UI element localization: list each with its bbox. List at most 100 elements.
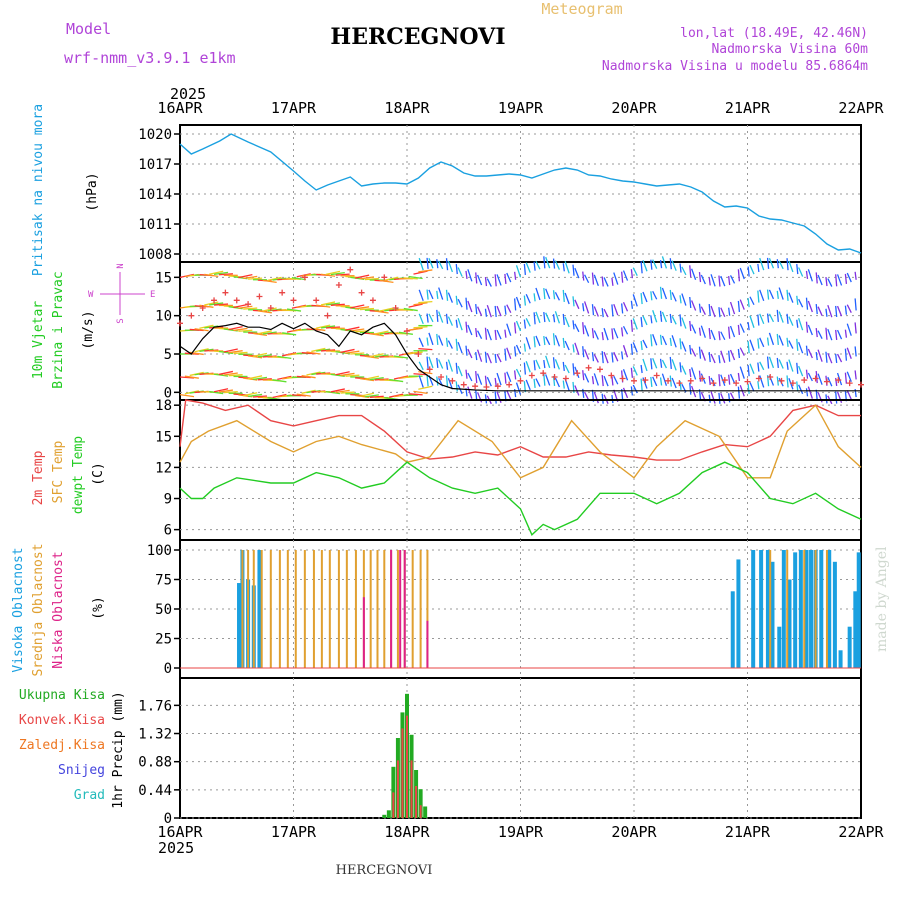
wind-arrow [184, 375, 199, 379]
wind-arrow [262, 279, 277, 284]
wind-arrow [603, 327, 609, 341]
wind-arrow [778, 359, 784, 369]
y-tick-label: 1014 [138, 187, 172, 203]
compass-s: S [116, 318, 126, 323]
wind-arrow [475, 389, 478, 401]
wind-arrow [504, 372, 507, 384]
wind-arrow [199, 304, 214, 308]
wind-arrow [642, 291, 648, 303]
wind-arrow [228, 374, 243, 377]
wind-arrow [418, 289, 424, 302]
cloud-bar-high [847, 626, 852, 668]
wind-arrow [486, 352, 492, 364]
wind-arrow [671, 359, 677, 371]
wind-arrow [613, 303, 619, 316]
wind-arrow [652, 259, 658, 269]
y-tick-label: 25 [155, 632, 172, 648]
wind-arrow [218, 370, 234, 376]
wind-arrow [494, 305, 497, 318]
bottom-x-tick-labels: 16APR 17APR 18APR 19APR 20APR 21APR 22APR [157, 823, 884, 841]
wind-arrow [364, 394, 379, 398]
wind-arrow [621, 271, 624, 283]
wind-arrow [248, 393, 263, 398]
wind-arrow [418, 361, 424, 371]
wind-arrow [267, 276, 282, 282]
wind-arrow [584, 274, 590, 284]
y-tick-label: 15 [155, 270, 172, 286]
wind-arrow [413, 302, 428, 306]
wind-arrow [786, 289, 789, 301]
wind-arrow [786, 313, 789, 324]
wind-arrow [786, 375, 789, 388]
wind-arrow [252, 332, 268, 337]
precip-unit: 1hr Precip (mm) [111, 691, 126, 808]
wind-arrow [757, 290, 760, 303]
wind-arrow [747, 341, 750, 354]
wind-arrow [776, 259, 779, 269]
wind-arrow [277, 355, 292, 360]
wind-arrow [681, 317, 687, 329]
cloud-bar-mid [786, 550, 789, 668]
temp-ylabel-2m: 2m Temp [31, 450, 46, 505]
wind-arrow [679, 314, 682, 327]
wind-gust-mark [551, 374, 558, 380]
wind-arrow [669, 258, 672, 270]
wind-arrow [593, 274, 599, 287]
wind-arrow [447, 359, 454, 372]
y-tick-label: 75 [155, 573, 172, 589]
cloud-bar-mid [814, 550, 817, 668]
wind-arrow [248, 355, 263, 359]
wind-arrow [622, 345, 629, 358]
wind-arrow [572, 296, 575, 307]
wind-arrow [194, 348, 209, 353]
model-name: wrf-nmm_v3.9.1 e1km [64, 49, 236, 67]
precip-bar-conv [415, 786, 418, 818]
wind-arrow [582, 346, 585, 358]
wind-arrow [640, 340, 643, 351]
wind-arrow [630, 300, 634, 309]
wind-arrow [282, 332, 297, 336]
wind-arrow [807, 324, 813, 336]
x-tick-label-top: 22APR [838, 99, 884, 117]
wind-arrow [720, 307, 726, 318]
wind-arrow [846, 390, 852, 400]
wind-arrow [506, 323, 512, 336]
wind-arrow [796, 295, 799, 305]
wind-arrow [798, 365, 804, 377]
wind-arrow [428, 257, 434, 269]
cloud-bar-mid [769, 550, 772, 668]
wind-arrow [708, 277, 711, 286]
wind-arrow [506, 272, 512, 283]
wind-arrow [455, 295, 458, 305]
cloud-bar-mid [411, 550, 414, 668]
wind-arrow [757, 338, 760, 349]
wind-arrow [476, 306, 483, 316]
wind-arrow [533, 336, 536, 348]
wind-gust-mark [381, 274, 388, 281]
wind-arrow [835, 274, 838, 287]
wind-arrow [494, 274, 497, 287]
wind-arrow [513, 370, 517, 380]
wind-arrow [689, 382, 692, 395]
wind-arrow [737, 269, 741, 282]
wind-arrow [759, 361, 765, 371]
wind-arrow [350, 352, 365, 355]
y-tick-label: 1008 [138, 247, 172, 263]
wind-arrow [700, 349, 706, 361]
precip-bar-conv [392, 792, 395, 818]
wind-arrow [583, 325, 590, 337]
wind-arrow [515, 265, 522, 278]
precip-bar-total [423, 806, 428, 818]
wind-arrow [257, 354, 272, 358]
wind-arrow [698, 303, 702, 313]
wind-arrow [320, 325, 336, 329]
wind-arrow [438, 359, 444, 369]
wind-arrow [447, 340, 453, 349]
wind-gust-mark [188, 312, 195, 319]
wind-gust-mark [687, 377, 694, 384]
wind-arrow [335, 371, 350, 376]
wind-arrow [296, 393, 311, 397]
wind-arrow [766, 313, 770, 323]
wind-arrow [467, 269, 473, 282]
cloud-bar-low [362, 597, 365, 668]
